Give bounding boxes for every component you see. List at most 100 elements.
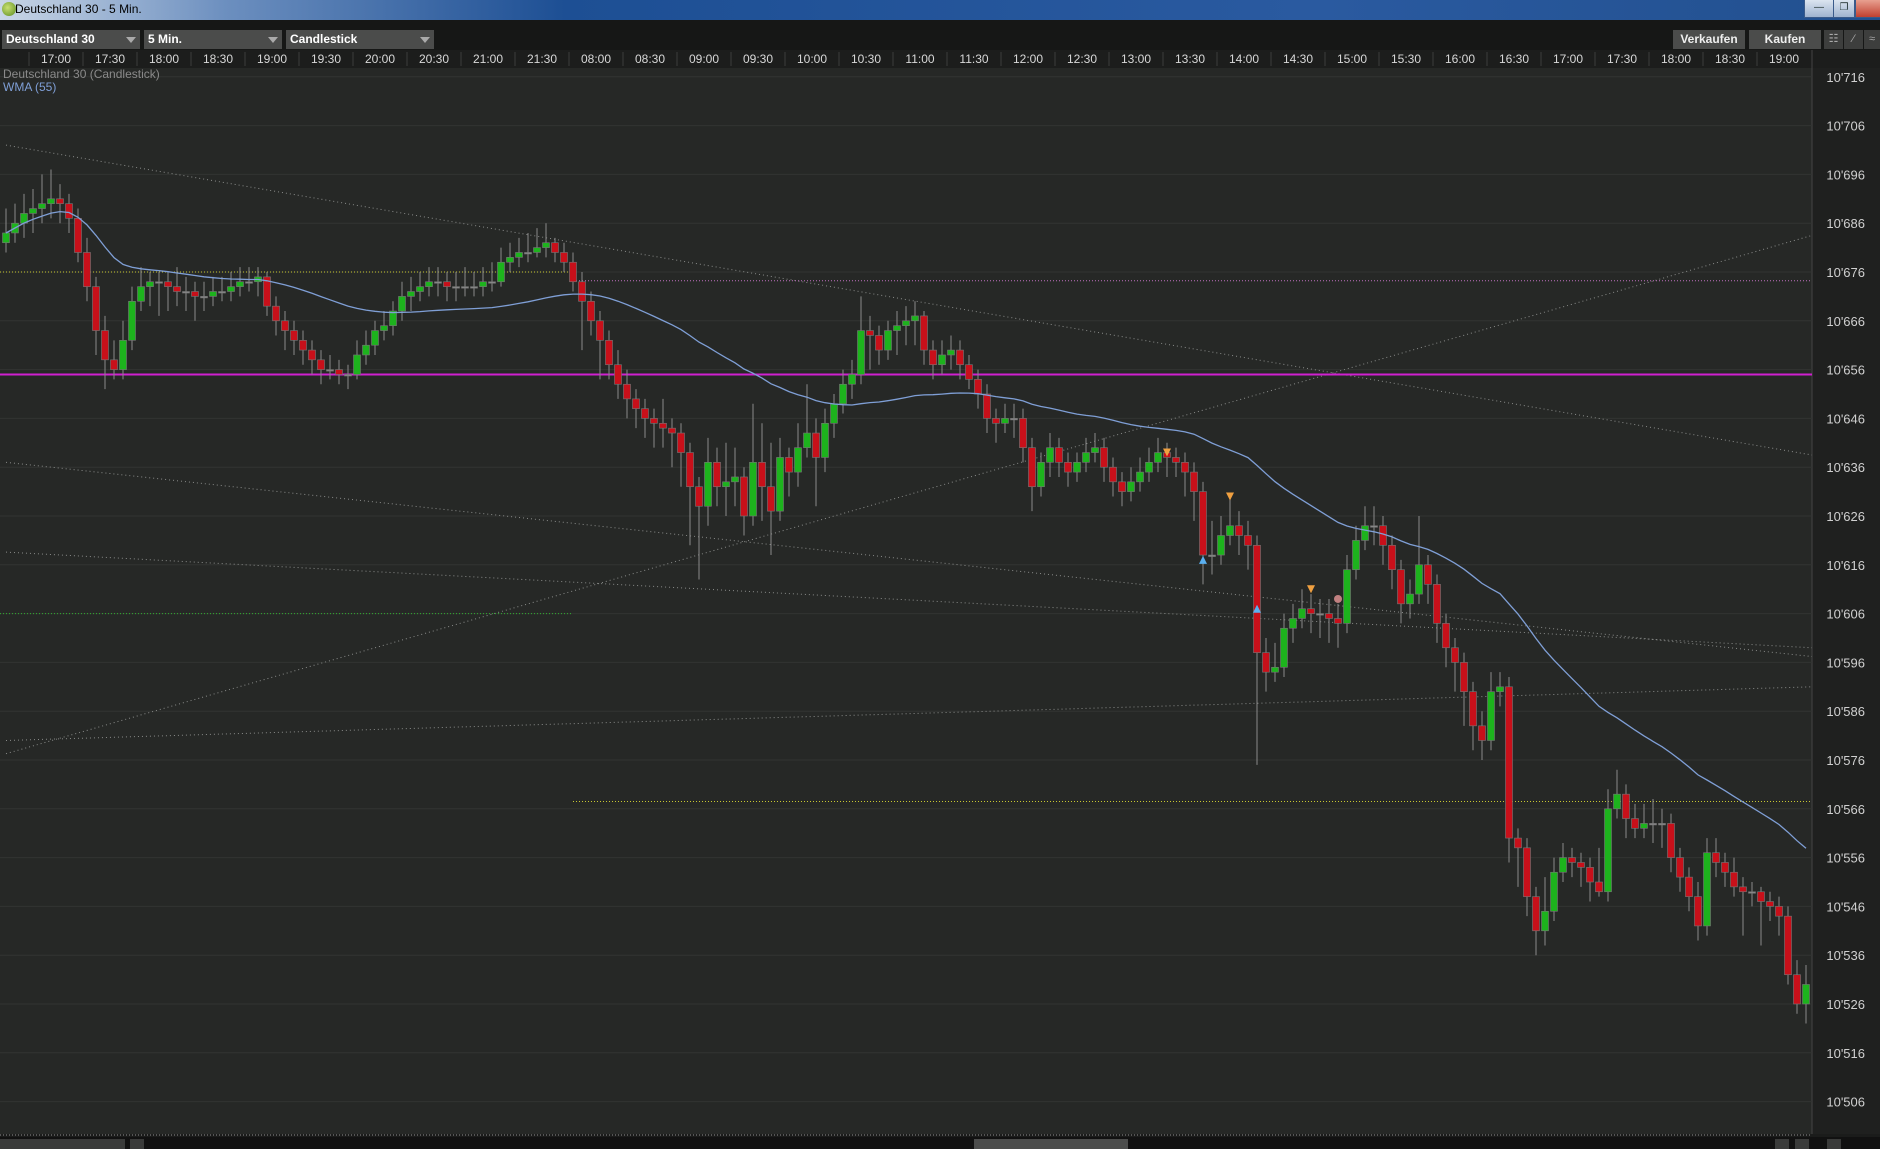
candle-body bbox=[650, 418, 658, 424]
candle-body bbox=[1127, 481, 1135, 492]
indicator-chart-icon[interactable]: ≈ bbox=[1864, 30, 1880, 49]
zoom-out-button[interactable] bbox=[1775, 1139, 1789, 1149]
time-tick-label: 11:30 bbox=[959, 52, 988, 66]
candle-body bbox=[713, 462, 721, 488]
candle-body bbox=[263, 276, 271, 307]
time-tick-label: 11:00 bbox=[905, 52, 934, 66]
candle-body bbox=[1091, 447, 1099, 453]
candle-body bbox=[218, 291, 226, 294]
price-tick-label: 10'676 bbox=[1826, 265, 1865, 280]
candle-body bbox=[1757, 891, 1765, 902]
candle-body bbox=[551, 242, 559, 253]
candle-body bbox=[1217, 535, 1225, 556]
candle-body bbox=[857, 330, 865, 375]
candle-body bbox=[281, 320, 289, 331]
candle-body bbox=[416, 286, 424, 292]
candle-body bbox=[1181, 462, 1189, 473]
restore-icon[interactable]: ❐ bbox=[1833, 0, 1855, 18]
candle-body bbox=[830, 403, 838, 424]
chart-type-dropdown[interactable]: Candlestick bbox=[286, 30, 434, 49]
candle-body bbox=[875, 335, 883, 351]
close-icon[interactable] bbox=[1855, 0, 1880, 18]
candle-body bbox=[398, 296, 406, 312]
scroll-left-button[interactable] bbox=[130, 1139, 144, 1149]
price-tick-label: 10'696 bbox=[1826, 167, 1865, 182]
candle-body bbox=[677, 432, 685, 453]
time-tick-label: 13:30 bbox=[1175, 52, 1205, 66]
candle-body bbox=[929, 349, 937, 366]
minimize-icon[interactable]: — bbox=[1804, 0, 1834, 18]
candle-body bbox=[92, 286, 100, 331]
candle-body bbox=[587, 300, 595, 322]
candle-body bbox=[1307, 608, 1315, 614]
scroll-right-button[interactable] bbox=[1827, 1139, 1841, 1149]
candle-body bbox=[452, 286, 460, 289]
trend-line bbox=[5, 144, 1813, 456]
candle-body bbox=[560, 252, 568, 263]
price-tick-label: 10'526 bbox=[1826, 997, 1865, 1012]
candle-body bbox=[461, 286, 469, 289]
price-tick-label: 10'556 bbox=[1826, 851, 1865, 866]
candle-body bbox=[479, 281, 487, 287]
candle-body bbox=[1487, 691, 1495, 741]
candle-body bbox=[956, 349, 964, 366]
scroll-thumb[interactable] bbox=[974, 1139, 1128, 1149]
candle-body bbox=[1685, 876, 1693, 897]
instrument-label: Deutschland 30 bbox=[6, 32, 95, 46]
tick-chart-icon[interactable]: ☷ bbox=[1824, 30, 1843, 49]
scroll-area-left[interactable] bbox=[0, 1139, 125, 1149]
title-bar: Deutschland 30 - 5 Min. — ❐ bbox=[0, 0, 1880, 20]
candle-body bbox=[1145, 462, 1153, 473]
candle-body bbox=[722, 481, 730, 488]
zoom-in-button[interactable] bbox=[1795, 1139, 1809, 1149]
candle-body bbox=[1730, 871, 1738, 888]
candle-body bbox=[605, 340, 613, 366]
candle-body bbox=[1325, 613, 1333, 619]
candle-body bbox=[1523, 847, 1531, 897]
time-tick-label: 17:00 bbox=[41, 52, 71, 66]
candle-body bbox=[1136, 471, 1144, 483]
candle-body bbox=[1721, 862, 1729, 873]
candle-body bbox=[173, 286, 181, 292]
candle-body bbox=[1388, 544, 1396, 570]
time-axis-background bbox=[0, 50, 1880, 68]
candle-body bbox=[731, 476, 739, 483]
time-tick-label: 09:00 bbox=[689, 52, 719, 66]
candle-body bbox=[83, 252, 91, 287]
candle-body bbox=[515, 252, 523, 258]
buy-button[interactable]: Kaufen bbox=[1749, 30, 1821, 49]
candle-body bbox=[425, 281, 433, 287]
time-tick-label: 19:00 bbox=[1769, 52, 1799, 66]
candle-body bbox=[1793, 974, 1801, 1005]
plot-background bbox=[0, 68, 1812, 1134]
sell-arrow-icon bbox=[1163, 448, 1171, 457]
interval-dropdown[interactable]: 5 Min. bbox=[144, 30, 282, 49]
candle-body bbox=[353, 354, 361, 375]
candle-body bbox=[848, 374, 856, 385]
candle-body bbox=[200, 296, 208, 299]
candle-body bbox=[155, 281, 163, 284]
instrument-dropdown[interactable]: Deutschland 30 bbox=[2, 30, 140, 49]
time-tick-label: 19:30 bbox=[311, 52, 341, 66]
candle-body bbox=[2, 232, 10, 244]
candle-body bbox=[1082, 452, 1090, 463]
candle-body bbox=[326, 369, 334, 372]
time-tick-label: 18:00 bbox=[149, 52, 179, 66]
horizontal-scrollbar[interactable] bbox=[0, 1137, 1880, 1149]
candle-body bbox=[1667, 823, 1675, 858]
candle-body bbox=[371, 330, 379, 346]
price-tick-label: 10'716 bbox=[1826, 70, 1865, 85]
candle-body bbox=[1577, 862, 1585, 868]
candle-body bbox=[1406, 593, 1414, 605]
candle-body bbox=[1532, 896, 1540, 932]
draw-line-icon[interactable]: ∕ bbox=[1844, 30, 1863, 49]
candle-body bbox=[542, 242, 550, 248]
candle-body bbox=[1748, 891, 1756, 894]
interval-label: 5 Min. bbox=[148, 32, 183, 46]
candle-body bbox=[812, 432, 820, 458]
time-tick-label: 17:30 bbox=[1607, 52, 1637, 66]
sell-button[interactable]: Verkaufen bbox=[1673, 30, 1745, 49]
candle-body bbox=[1289, 618, 1297, 629]
candle-body bbox=[1550, 871, 1558, 912]
